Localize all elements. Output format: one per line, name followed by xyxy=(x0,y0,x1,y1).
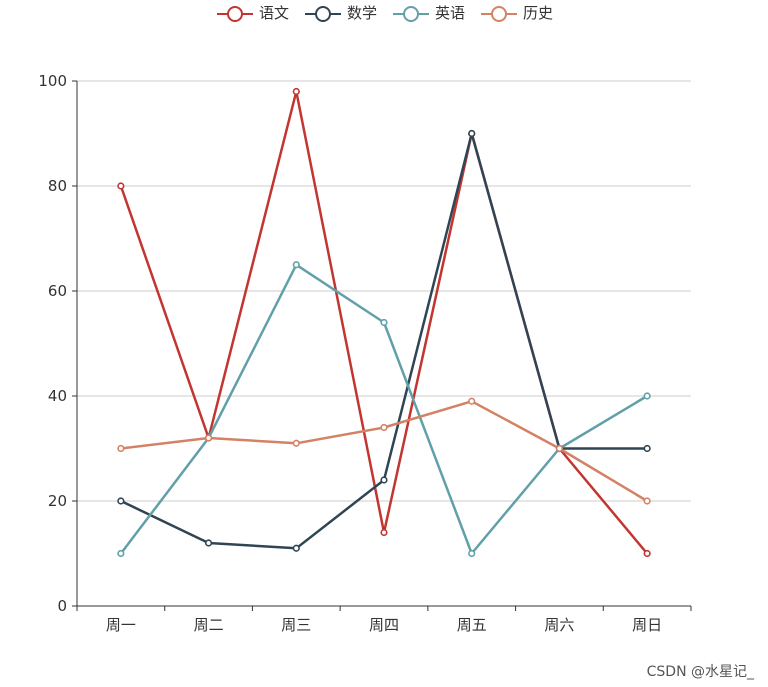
data-point xyxy=(292,87,300,96)
data-point xyxy=(380,318,388,327)
legend-line-circle-icon xyxy=(481,5,518,22)
legend-label: 语文 xyxy=(258,4,289,22)
legend-item[interactable]: 历史 xyxy=(479,2,553,23)
data-point xyxy=(643,392,651,400)
data-point xyxy=(555,444,564,453)
x-tick-label: 周六 xyxy=(544,616,574,634)
data-point xyxy=(204,434,213,442)
y-tick-label: 40 xyxy=(48,387,67,405)
x-tick-label: 周日 xyxy=(632,616,662,634)
legend-item[interactable]: 数学 xyxy=(303,2,377,23)
data-point xyxy=(117,182,125,190)
y-tick-label: 20 xyxy=(48,492,67,510)
legend-line-circle-icon xyxy=(216,5,253,22)
data-point xyxy=(292,544,300,552)
y-tick-label: 100 xyxy=(38,72,67,90)
legend-item[interactable]: 语文 xyxy=(215,2,289,23)
legend-label: 数学 xyxy=(346,4,377,22)
data-point xyxy=(292,261,300,269)
data-point xyxy=(380,528,388,537)
x-tick-label: 周五 xyxy=(457,616,487,634)
x-tick-label: 周一 xyxy=(106,616,136,634)
legend-item[interactable]: 英语 xyxy=(391,2,465,23)
data-point xyxy=(468,397,476,405)
legend-line-circle-icon xyxy=(393,5,429,22)
data-point xyxy=(204,539,213,547)
data-point xyxy=(643,497,651,505)
legend-line-circle-icon xyxy=(304,5,341,22)
data-point xyxy=(468,549,476,558)
y-tick-label: 0 xyxy=(57,597,67,615)
watermark: CSDN @水星记_ xyxy=(646,664,754,680)
data-point xyxy=(117,497,125,505)
x-tick-label: 周三 xyxy=(281,616,311,634)
x-tick-label: 周四 xyxy=(369,616,399,634)
y-tick-label: 60 xyxy=(48,282,67,300)
data-point xyxy=(380,423,388,432)
data-point xyxy=(643,444,651,453)
data-point xyxy=(292,439,300,447)
data-point xyxy=(117,549,125,558)
series-line xyxy=(120,132,648,550)
y-tick-label: 80 xyxy=(48,177,67,195)
x-tick-label: 周二 xyxy=(194,616,224,634)
data-point xyxy=(468,129,476,138)
data-point xyxy=(380,476,388,484)
legend-label: 历史 xyxy=(523,4,554,22)
data-point xyxy=(643,549,651,558)
data-point xyxy=(117,444,125,453)
legend-label: 英语 xyxy=(435,4,466,22)
chart-legend: 语文 数学 英语 历史 xyxy=(0,2,768,23)
